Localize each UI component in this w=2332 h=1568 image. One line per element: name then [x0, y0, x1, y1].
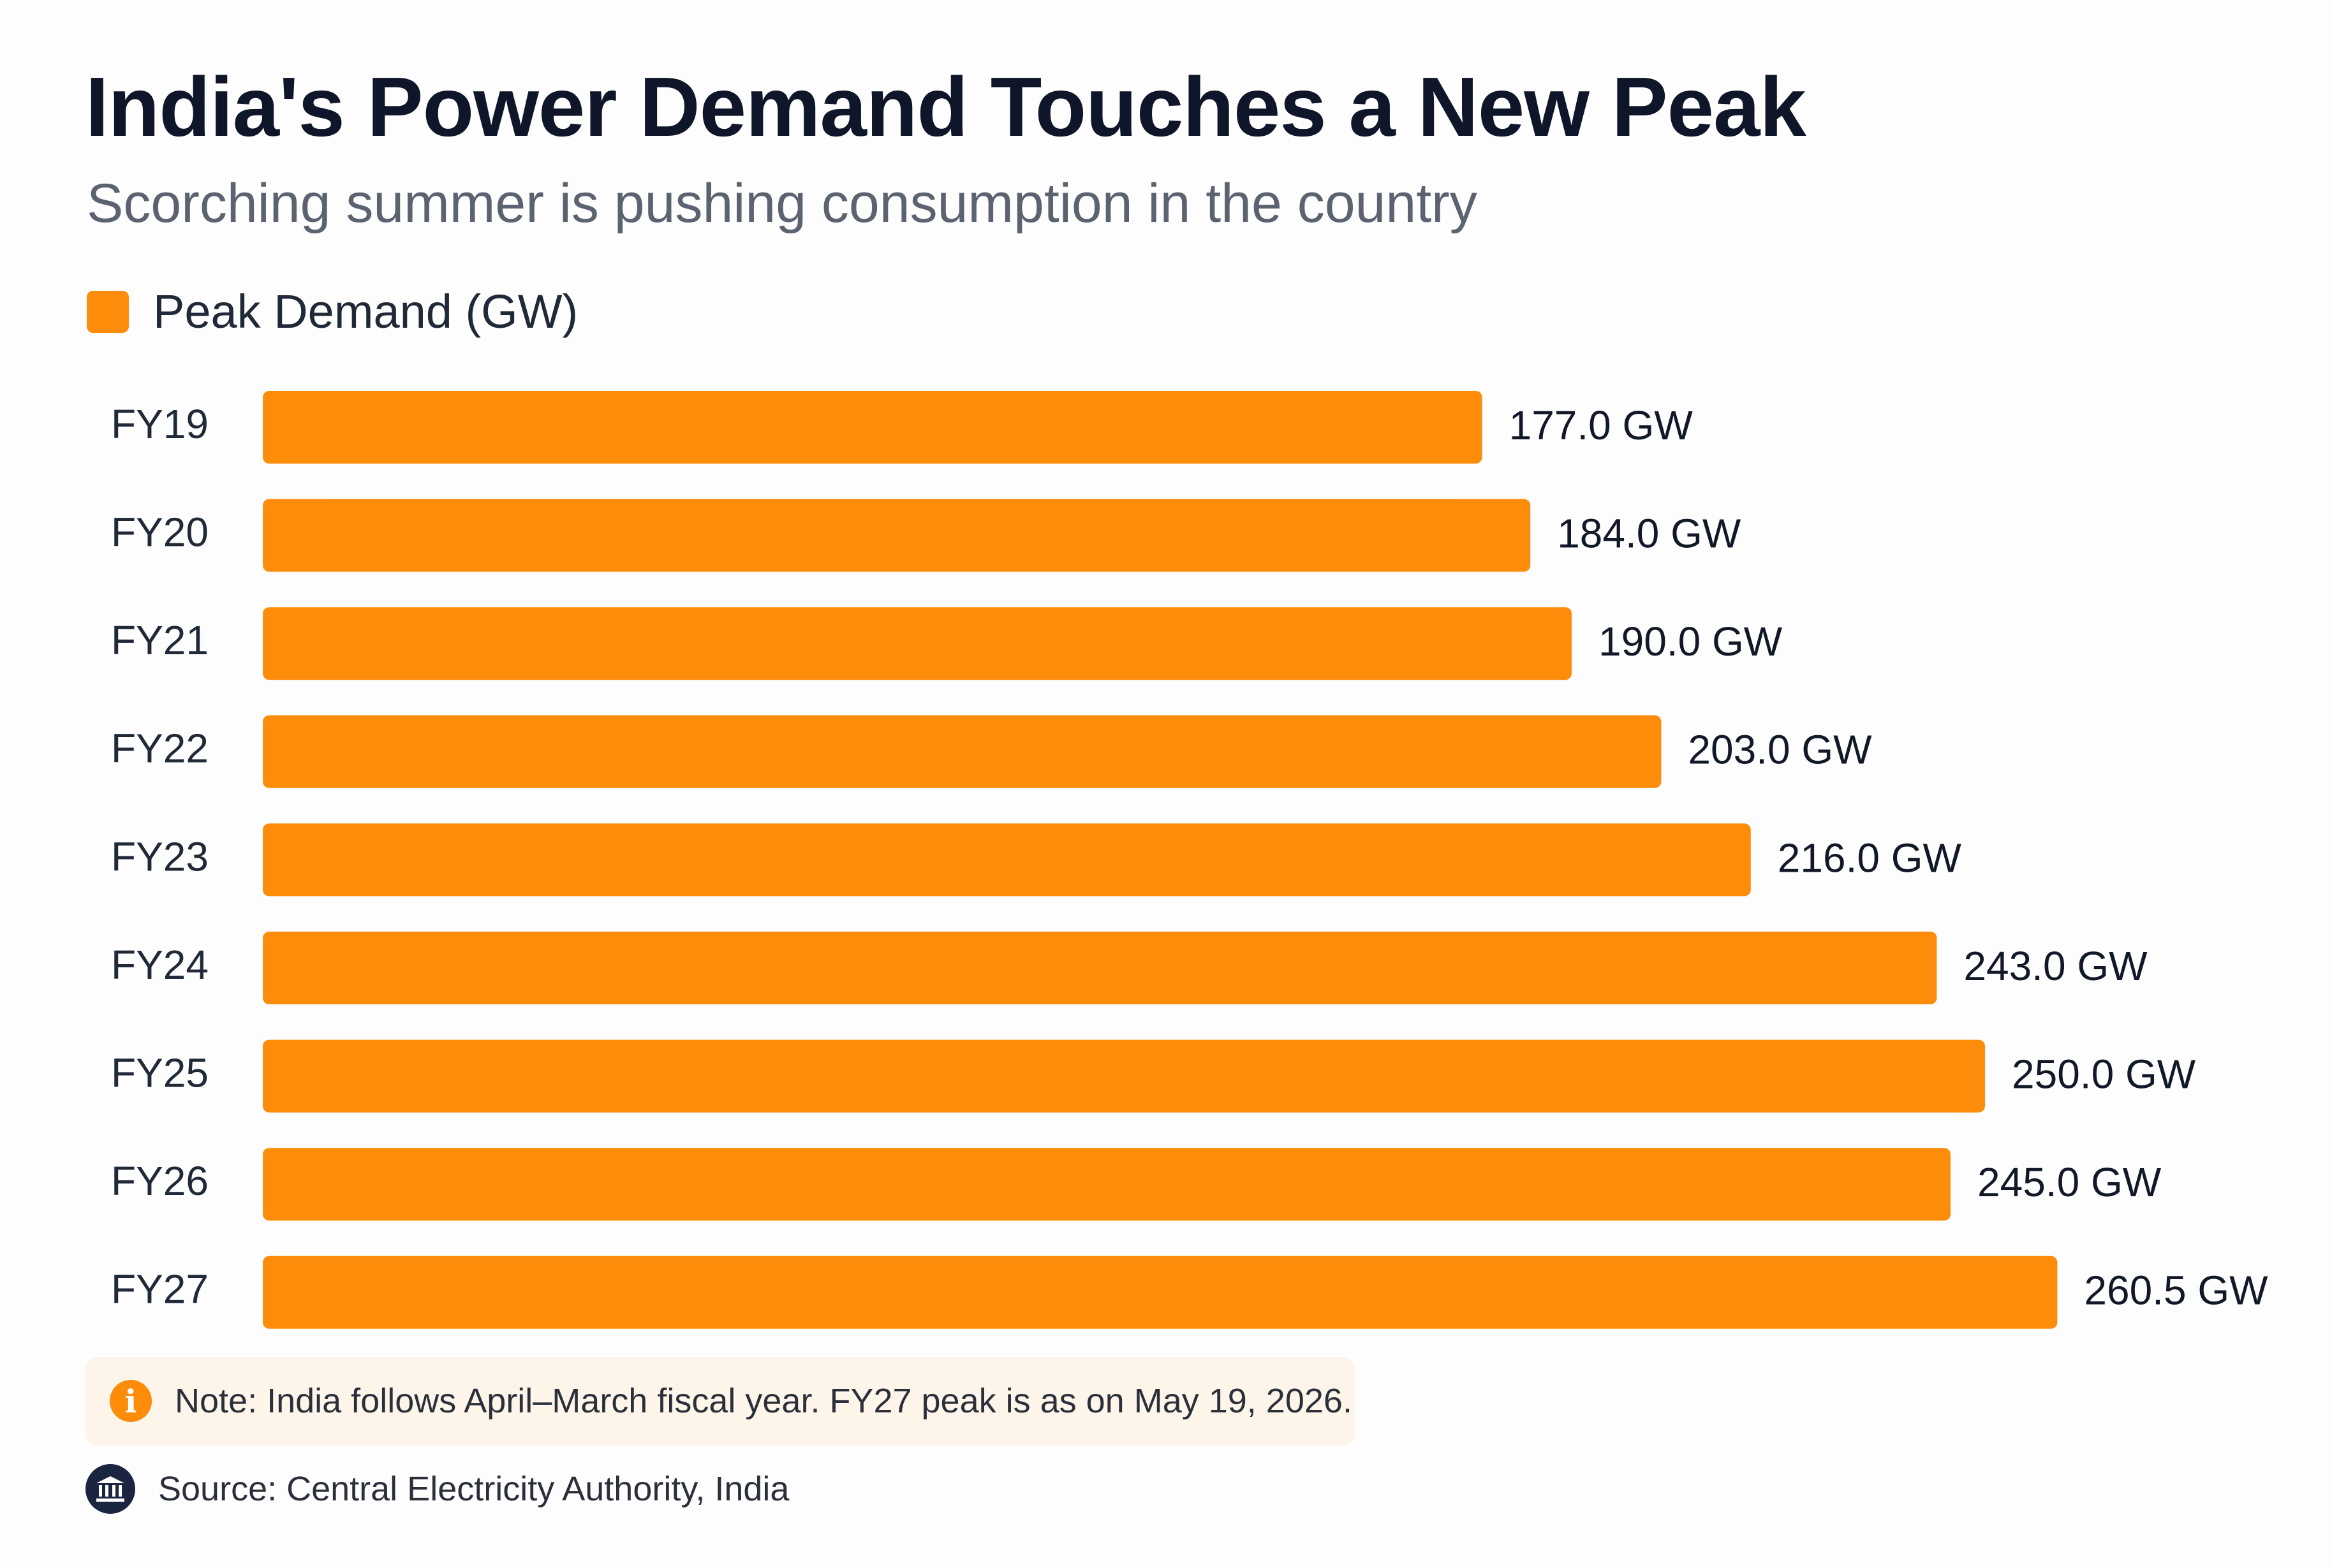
bar-value-label: 243.0 GW — [1963, 943, 2148, 989]
category-label: FY20 — [111, 509, 209, 555]
category-label: FY19 — [111, 401, 209, 447]
info-icon: i — [110, 1380, 152, 1422]
bar — [263, 391, 1482, 464]
chart-subtitle: Scorching summer is pushing consumption … — [87, 173, 1477, 234]
bar-value-label: 216.0 GW — [1778, 835, 1962, 881]
bar — [263, 715, 1662, 788]
category-label: FY22 — [111, 726, 209, 772]
bar-value-label: 245.0 GW — [1977, 1159, 2162, 1205]
bar — [263, 607, 1572, 680]
chart-title: India's Power Demand Touches a New Peak — [85, 60, 1806, 154]
legend-label: Peak Demand (GW) — [153, 285, 579, 338]
bar-value-label: 177.0 GW — [1509, 402, 1694, 448]
footnote-box: i Note: India follows April–March fiscal… — [85, 1357, 1355, 1445]
source-line: Source: Central Electricity Authority, I… — [85, 1464, 789, 1514]
category-label: FY27 — [111, 1266, 209, 1312]
bar-value-label: 203.0 GW — [1688, 727, 1872, 773]
bar — [263, 932, 1937, 1004]
institution-building-icon — [85, 1464, 135, 1514]
bar-value-label: 260.5 GW — [2084, 1268, 2268, 1314]
bar-value-label: 190.0 GW — [1598, 619, 1783, 664]
legend-swatch — [87, 290, 129, 333]
bar-chart: FY19 177.0 GW FY20 184.0 GW FY21 190.0 GW FY22… — [111, 391, 2268, 1329]
footnote-text: Note: India follows April–March fiscal y… — [175, 1382, 1352, 1420]
bar — [263, 1039, 1985, 1113]
category-label: FY23 — [111, 833, 209, 879]
bar — [263, 1148, 1951, 1221]
category-label: FY26 — [111, 1158, 209, 1204]
bar-value-label: 250.0 GW — [2012, 1051, 2196, 1097]
bar — [263, 499, 1531, 572]
source-text: Source: Central Electricity Authority, I… — [158, 1470, 790, 1508]
category-label: FY24 — [111, 942, 209, 988]
bar-value-label: 184.0 GW — [1557, 511, 1741, 557]
category-label: FY21 — [111, 617, 209, 663]
bar — [263, 1256, 2058, 1329]
bar — [263, 823, 1751, 897]
category-label: FY25 — [111, 1050, 209, 1096]
legend: Peak Demand (GW) — [87, 284, 578, 339]
